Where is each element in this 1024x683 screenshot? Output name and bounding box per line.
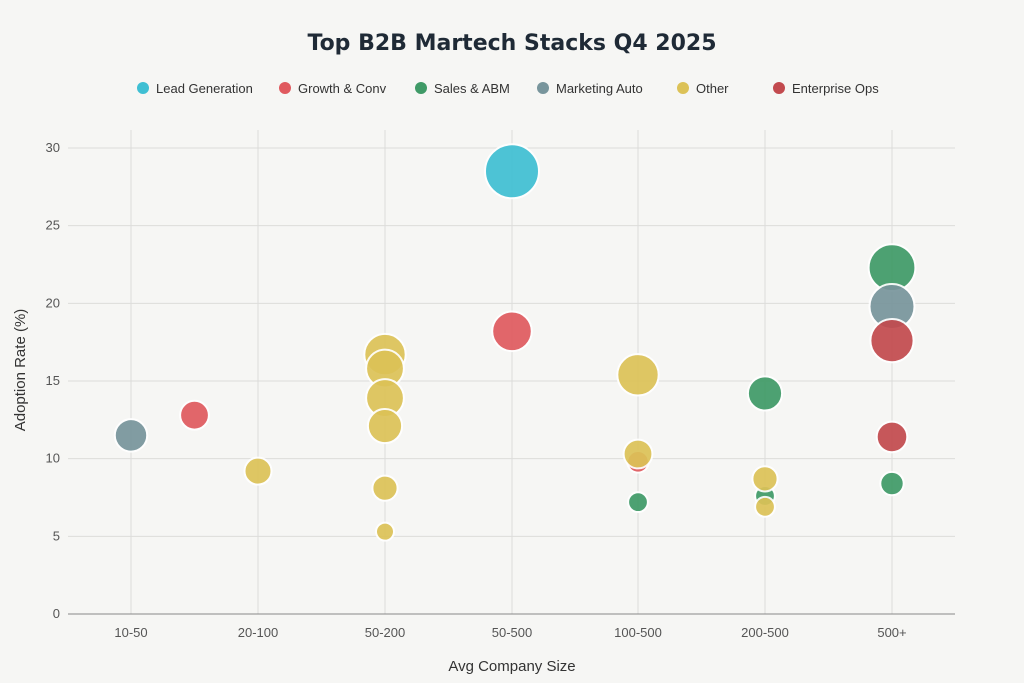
y-tick-label: 5 (53, 528, 60, 543)
grid (68, 130, 955, 614)
x-tick-label: 10-50 (114, 625, 147, 640)
x-tick-label: 500+ (877, 625, 906, 640)
bubble-point[interactable] (491, 310, 533, 353)
x-tick-label: 50-500 (492, 625, 532, 640)
bubble-point[interactable] (484, 143, 540, 200)
legend-label: Lead Generation (156, 81, 253, 96)
legend-label: Other (696, 81, 729, 96)
legend-item[interactable]: Marketing Auto (537, 81, 643, 96)
bubble-point[interactable] (875, 420, 909, 454)
legend-item[interactable]: Sales & ABM (415, 81, 510, 96)
bubble-point[interactable] (746, 375, 784, 412)
legend-item[interactable]: Other (677, 81, 729, 96)
legend-label: Enterprise Ops (792, 81, 879, 96)
legend-label: Marketing Auto (556, 81, 643, 96)
y-tick-label: 0 (53, 606, 60, 621)
y-tick-label: 25 (46, 218, 60, 233)
chart-title: Top B2B Martech Stacks Q4 2025 (307, 31, 716, 56)
bubble-point[interactable] (627, 491, 649, 514)
y-tick-label: 20 (46, 295, 60, 310)
bubble-point[interactable] (179, 399, 210, 431)
x-axis-label: Avg Company Size (448, 658, 575, 675)
bubble-point[interactable] (243, 456, 273, 486)
bubble-point[interactable] (616, 353, 660, 397)
x-tick-label: 50-200 (365, 625, 405, 640)
axes: 0 5 10 15 20 25 30 10-50 20-100 50-200 50-500 100-5… (46, 140, 955, 640)
bubble-point[interactable] (371, 474, 399, 502)
y-tick-label: 15 (46, 373, 60, 388)
legend-marker (677, 82, 689, 94)
bubble-point[interactable] (869, 318, 915, 364)
bubble-point[interactable] (751, 465, 779, 493)
bubbles (113, 143, 917, 542)
legend-item[interactable]: Enterprise Ops (773, 81, 879, 96)
legend-marker (773, 82, 785, 94)
y-axis-label: Adoption Rate (%) (12, 309, 29, 432)
legend-label: Sales & ABM (434, 81, 510, 96)
legend-item[interactable]: Growth & Conv (279, 81, 387, 96)
y-tick-label: 30 (46, 140, 60, 155)
legend-marker (537, 82, 549, 94)
bubble-point[interactable] (879, 470, 905, 497)
bubble-point[interactable] (366, 407, 404, 445)
y-tick-label: 10 (46, 451, 60, 466)
x-tick-label: 100-500 (614, 625, 662, 640)
legend-marker (415, 82, 427, 94)
x-tick-label: 200-500 (741, 625, 789, 640)
legend-label: Growth & Conv (298, 81, 387, 96)
legend-marker (279, 82, 291, 94)
bubble-point[interactable] (754, 495, 776, 518)
bubble-point[interactable] (113, 418, 149, 453)
x-tick-label: 20-100 (238, 625, 278, 640)
legend: Lead Generation Growth & Conv Sales & ABM M… (137, 81, 879, 96)
legend-item[interactable]: Lead Generation (137, 81, 253, 96)
bubble-point[interactable] (622, 438, 654, 470)
legend-marker (137, 82, 149, 94)
bubble-point[interactable] (375, 521, 395, 542)
